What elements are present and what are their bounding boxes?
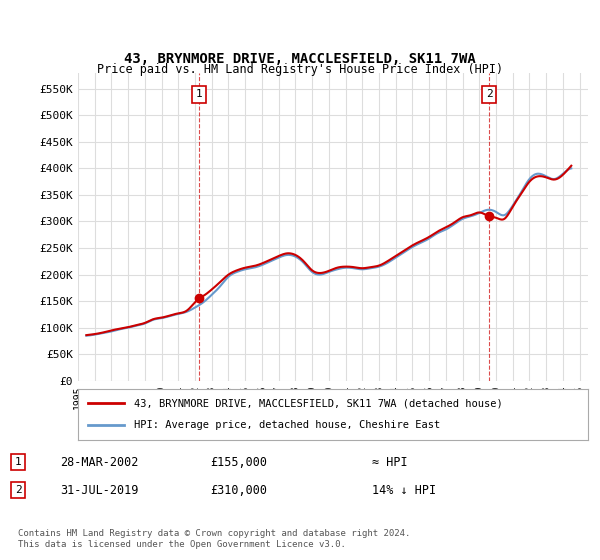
Text: 14% ↓ HPI: 14% ↓ HPI <box>372 483 436 497</box>
Text: 1: 1 <box>196 90 202 99</box>
Text: ≈ HPI: ≈ HPI <box>372 455 407 469</box>
Text: 43, BRYNMORE DRIVE, MACCLESFIELD, SK11 7WA (detached house): 43, BRYNMORE DRIVE, MACCLESFIELD, SK11 7… <box>134 398 503 408</box>
Text: £310,000: £310,000 <box>210 483 267 497</box>
Text: Contains HM Land Registry data © Crown copyright and database right 2024.
This d: Contains HM Land Registry data © Crown c… <box>18 529 410 549</box>
Text: £155,000: £155,000 <box>210 455 267 469</box>
Text: 43, BRYNMORE DRIVE, MACCLESFIELD, SK11 7WA: 43, BRYNMORE DRIVE, MACCLESFIELD, SK11 7… <box>124 52 476 66</box>
Text: 1: 1 <box>14 457 22 467</box>
Text: 28-MAR-2002: 28-MAR-2002 <box>60 455 139 469</box>
Text: Price paid vs. HM Land Registry's House Price Index (HPI): Price paid vs. HM Land Registry's House … <box>97 63 503 77</box>
Text: 2: 2 <box>485 90 493 99</box>
Text: HPI: Average price, detached house, Cheshire East: HPI: Average price, detached house, Ches… <box>134 421 440 431</box>
Text: 2: 2 <box>14 485 22 495</box>
Text: 31-JUL-2019: 31-JUL-2019 <box>60 483 139 497</box>
